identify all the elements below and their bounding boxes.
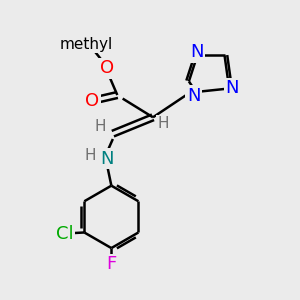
Text: Cl: Cl [56, 225, 74, 243]
Text: N: N [190, 44, 204, 62]
Text: N: N [100, 150, 114, 168]
Text: H: H [85, 148, 96, 163]
Text: H: H [158, 116, 169, 131]
Text: O: O [100, 59, 114, 77]
Text: methyl: methyl [59, 37, 113, 52]
Text: O: O [85, 92, 99, 110]
Text: N: N [187, 86, 200, 104]
Text: F: F [106, 255, 116, 273]
Text: N: N [225, 80, 239, 98]
Text: H: H [94, 119, 106, 134]
